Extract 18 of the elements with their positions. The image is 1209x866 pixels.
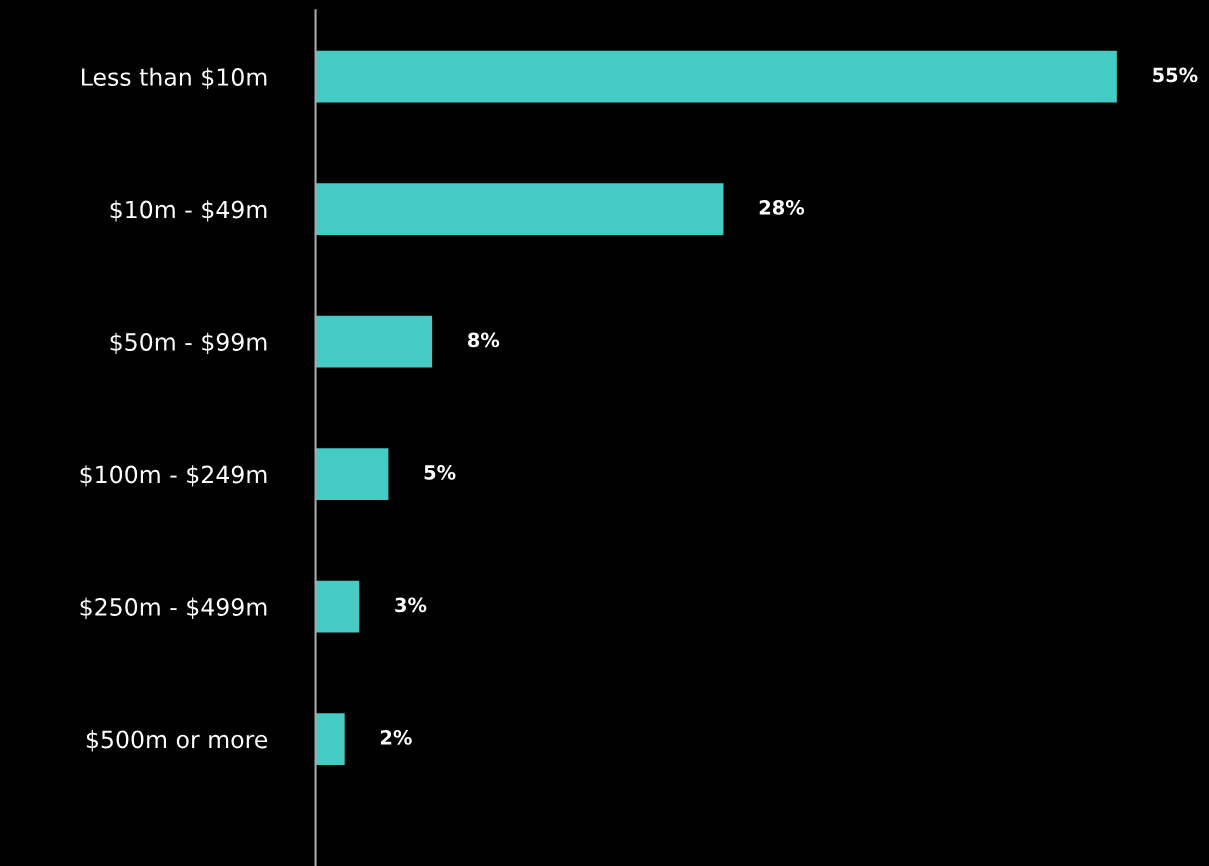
data-label: 8% — [468, 332, 500, 348]
bar — [315, 580, 360, 633]
data-label: 28% — [759, 200, 805, 215]
bar — [315, 448, 389, 500]
data-label: 55% — [1153, 67, 1198, 83]
y-tick-label: $500m or more — [86, 730, 268, 752]
y-tick-label: $10m - $49m — [110, 200, 267, 222]
y-tick-label: $50m - $99m — [110, 332, 267, 355]
data-label: 2% — [380, 730, 412, 745]
bar — [315, 713, 345, 765]
y-tick-label: $250m - $499m — [80, 597, 267, 620]
y-tick-label: $100m - $249m — [80, 465, 267, 487]
bar — [315, 183, 724, 235]
bar — [315, 50, 1117, 103]
data-label: 3% — [395, 597, 427, 613]
data-label: 5% — [424, 465, 456, 480]
bar — [315, 315, 433, 368]
y-tick-label: Less than $10m — [82, 67, 267, 90]
